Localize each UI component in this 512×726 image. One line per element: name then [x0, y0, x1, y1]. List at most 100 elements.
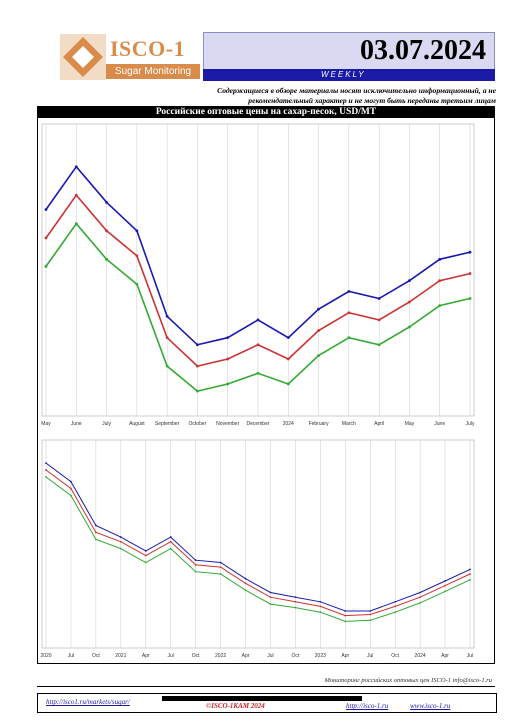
- data-point: [219, 561, 222, 564]
- data-point: [226, 336, 230, 340]
- x-tick-label: May: [41, 421, 51, 427]
- data-point: [469, 568, 471, 571]
- logo-tagline: Sugar Monitoring: [106, 64, 200, 79]
- data-point: [169, 540, 172, 543]
- report-date: 03.07.2024: [360, 35, 486, 66]
- series-line: [45, 476, 471, 622]
- data-point: [74, 222, 78, 226]
- data-point: [269, 603, 272, 605]
- data-point: [269, 596, 272, 599]
- data-point: [256, 371, 260, 375]
- data-point: [269, 591, 272, 594]
- data-point: [468, 297, 472, 300]
- data-point: [105, 200, 108, 204]
- frequency-label: WEEKLY: [321, 70, 366, 79]
- data-point: [144, 550, 147, 552]
- logo-name: ISCO-1: [110, 36, 186, 61]
- data-point: [344, 614, 347, 617]
- series-line: [45, 469, 471, 617]
- logo-diamond-icon: [60, 34, 106, 80]
- x-tick-label: August: [129, 421, 145, 427]
- data-point: [294, 606, 297, 609]
- data-point: [74, 193, 78, 197]
- data-point: [105, 257, 108, 261]
- data-point: [369, 610, 372, 612]
- data-point: [438, 304, 442, 308]
- frequency-bar: WEEKLY: [203, 69, 495, 81]
- chart-title: Российские оптовые цены на сахар-песок, …: [37, 106, 495, 118]
- data-point: [165, 314, 169, 318]
- x-tick-label: June: [71, 421, 82, 427]
- data-point: [144, 561, 147, 564]
- data-point: [244, 589, 247, 592]
- data-point: [70, 494, 72, 497]
- data-point: [144, 554, 147, 557]
- data-point: [194, 570, 197, 573]
- data-point: [344, 610, 347, 612]
- data-point: [419, 591, 422, 594]
- data-point: [394, 611, 397, 614]
- footer-bar: [162, 696, 362, 701]
- x-tick-label: 2022: [215, 653, 226, 659]
- data-point: [286, 382, 290, 386]
- data-point: [45, 462, 47, 465]
- footer-link-markets[interactable]: http://isco1.ru/markets/sugar/: [46, 698, 130, 706]
- data-point: [394, 600, 397, 603]
- data-point: [44, 236, 48, 240]
- data-point: [70, 480, 72, 483]
- x-tick-label: Jul: [267, 653, 273, 659]
- x-tick-label: Apr: [142, 653, 150, 659]
- x-tick-label: 2020: [40, 653, 51, 659]
- data-point: [94, 524, 97, 527]
- x-tick-label: Apr: [441, 653, 449, 659]
- footer-link-site[interactable]: http://isco-1.ru: [346, 702, 389, 710]
- data-point: [194, 559, 197, 562]
- x-tick-label: July: [466, 421, 475, 427]
- footer-copyright: ©ISCO-1КАМ 2024: [206, 702, 265, 710]
- data-point: [319, 611, 322, 614]
- data-point: [344, 620, 347, 623]
- data-point: [135, 282, 139, 286]
- data-point: [469, 578, 471, 581]
- data-point: [419, 596, 422, 599]
- x-tick-label: July: [102, 421, 111, 427]
- disclaimer: Содержащиеся в обзоре материалы носят ис…: [217, 86, 496, 105]
- data-point: [468, 272, 472, 275]
- data-point: [119, 540, 122, 543]
- data-point: [196, 389, 199, 393]
- data-point: [165, 364, 169, 368]
- data-point: [74, 165, 78, 169]
- data-point: [317, 354, 320, 357]
- x-tick-label: June: [434, 421, 445, 427]
- x-tick-label: December: [246, 421, 269, 427]
- x-tick-label: Oct: [92, 653, 100, 659]
- data-point: [394, 605, 397, 608]
- plot-area: [41, 439, 475, 649]
- x-tick-label: 2024: [415, 653, 426, 659]
- series-line: [45, 462, 471, 612]
- x-tick-label: May: [405, 421, 415, 427]
- data-point: [319, 605, 322, 608]
- data-point: [169, 547, 172, 550]
- data-point: [196, 343, 199, 347]
- x-tick-label: 2024: [283, 421, 294, 427]
- data-point: [256, 343, 260, 347]
- x-tick-label: Jul: [68, 653, 74, 659]
- data-point: [347, 289, 351, 293]
- data-point: [45, 476, 47, 478]
- data-point: [294, 600, 297, 603]
- x-tick-label: Apr: [341, 653, 349, 659]
- data-point: [196, 364, 199, 368]
- data-point: [219, 566, 222, 569]
- data-point: [165, 336, 169, 340]
- data-point: [119, 536, 122, 538]
- x-tick-label: February: [309, 421, 330, 427]
- data-point: [219, 573, 222, 575]
- data-point: [408, 300, 411, 304]
- footer-link-www[interactable]: www.isco-1.ru: [410, 702, 451, 710]
- data-point: [244, 577, 247, 580]
- data-point: [169, 536, 172, 538]
- data-point: [444, 584, 446, 587]
- data-point: [286, 357, 290, 361]
- data-point: [119, 547, 122, 550]
